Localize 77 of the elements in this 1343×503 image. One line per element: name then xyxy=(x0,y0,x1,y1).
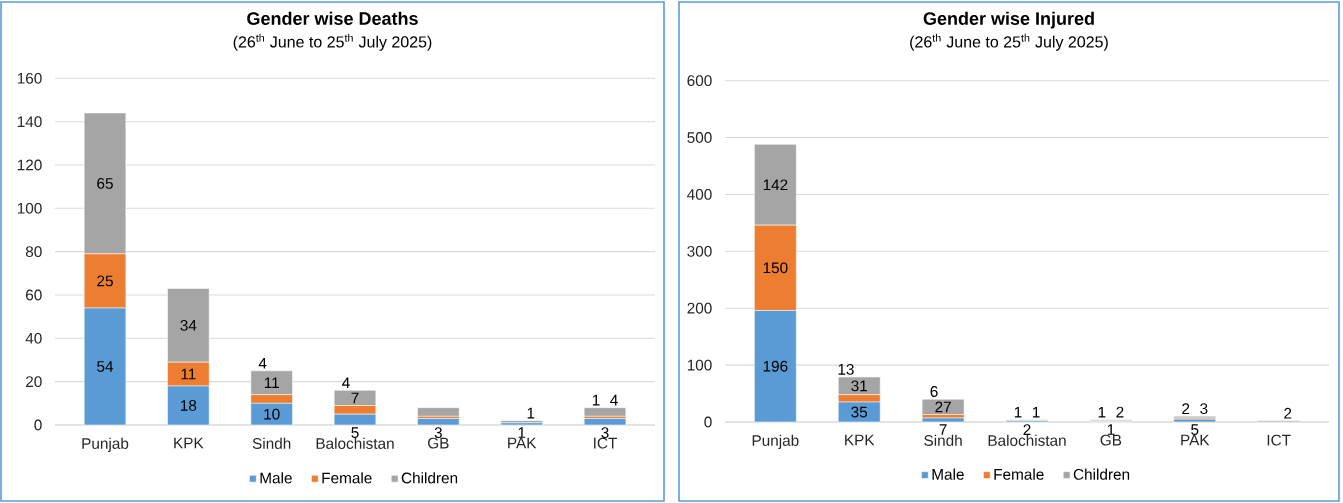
data-label: 2 xyxy=(1284,407,1292,419)
y-tick-label: 20 xyxy=(26,376,42,388)
x-tick-label: KPK xyxy=(174,437,204,449)
data-label: 2 xyxy=(1182,403,1190,415)
y-tick-label: 400 xyxy=(687,189,712,200)
data-label: 10 xyxy=(264,408,280,420)
y-tick-label: 160 xyxy=(17,72,42,84)
data-label: 1 xyxy=(592,394,600,406)
legend-label: Female xyxy=(322,472,372,484)
data-label: 54 xyxy=(97,361,114,372)
legend-label: Female xyxy=(994,468,1044,480)
x-tick-label: PAK xyxy=(1181,434,1210,446)
data-label: 31 xyxy=(851,380,867,392)
y-tick-label: 100 xyxy=(687,359,712,371)
y-tick-label: 100 xyxy=(17,202,42,214)
data-label: 1 xyxy=(527,407,535,419)
y-tick-label: 0 xyxy=(704,416,712,428)
data-label: 1 xyxy=(518,427,526,438)
y-tick-label: 120 xyxy=(17,159,42,171)
data-label: 27 xyxy=(935,401,951,413)
data-label: 25 xyxy=(97,275,113,287)
x-tick-label: Punjab xyxy=(82,437,129,452)
data-label: 7 xyxy=(939,424,947,435)
chart-title: Gender wise Injured xyxy=(923,11,1094,29)
legend-label: Children xyxy=(401,472,458,484)
legend-label: Male xyxy=(260,472,292,484)
x-tick-label: ICT xyxy=(594,437,617,449)
chart-title: Gender wise Deaths xyxy=(247,11,418,25)
x-tick-label: KPK xyxy=(845,434,875,446)
data-label: 4 xyxy=(342,377,350,389)
legend-label: Male xyxy=(932,468,964,480)
data-label: 1 xyxy=(1098,406,1106,418)
y-tick-label: 600 xyxy=(687,75,712,87)
data-label: 3 xyxy=(434,427,442,439)
data-label: 5 xyxy=(1191,424,1199,435)
data-label: 196 xyxy=(763,360,788,372)
data-label: 4 xyxy=(258,358,267,369)
data-label: 3 xyxy=(601,427,609,439)
data-label: 142 xyxy=(763,179,788,191)
data-label: 7 xyxy=(351,392,359,404)
y-tick-label: 80 xyxy=(25,246,42,258)
data-label: 18 xyxy=(180,400,197,411)
data-label: 13 xyxy=(838,363,854,375)
data-label: 150 xyxy=(763,262,788,274)
data-label: 1 xyxy=(1014,406,1022,418)
y-tick-label: 500 xyxy=(687,132,712,143)
data-label: 6 xyxy=(930,386,938,397)
legend-label: Children xyxy=(1073,468,1130,480)
y-tick-label: 40 xyxy=(25,332,42,344)
x-tick-label: ICT xyxy=(1267,434,1291,446)
data-label: 11 xyxy=(264,377,279,389)
x-tick-label: Balochistan xyxy=(316,437,394,449)
y-tick-label: 200 xyxy=(687,302,712,314)
data-label: 11 xyxy=(181,368,196,380)
data-label: 2 xyxy=(1023,424,1031,435)
data-label: 3 xyxy=(1200,403,1208,415)
x-tick-label: Sindh xyxy=(252,437,291,449)
y-tick-label: 0 xyxy=(34,419,42,431)
x-tick-label: GB xyxy=(428,437,449,449)
x-tick-label: GB xyxy=(1100,434,1122,446)
data-label: 1 xyxy=(1107,424,1115,435)
x-tick-label: PAK xyxy=(508,437,537,449)
x-tick-label: Sindh xyxy=(924,434,962,446)
chart-subtitle: (26$^{th}$ June to 25$^{th}$ July 2025) xyxy=(233,33,432,51)
data-label: 65 xyxy=(97,177,113,189)
data-label: 34 xyxy=(180,319,197,331)
data-label: 2 xyxy=(1116,406,1124,418)
data-label: 35 xyxy=(851,406,868,418)
x-tick-label: Balochistan xyxy=(988,434,1066,446)
data-label: 5 xyxy=(351,427,359,438)
y-tick-label: 60 xyxy=(26,289,42,301)
data-label: 4 xyxy=(610,394,618,406)
x-tick-label: Punjab xyxy=(752,434,799,449)
y-tick-label: 140 xyxy=(17,116,42,128)
chart-subtitle: (26$^{th}$ June to 25$^{th}$ July 2025) xyxy=(910,33,1108,51)
data-label: 1 xyxy=(1032,406,1040,418)
y-tick-label: 300 xyxy=(687,245,712,257)
